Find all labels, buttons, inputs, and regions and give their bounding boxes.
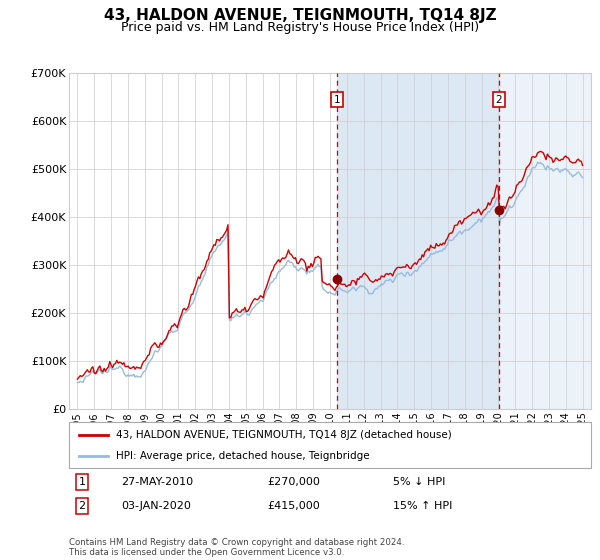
Text: £270,000: £270,000 <box>268 477 320 487</box>
Text: 5% ↓ HPI: 5% ↓ HPI <box>392 477 445 487</box>
Text: 2: 2 <box>496 95 502 105</box>
Text: Price paid vs. HM Land Registry's House Price Index (HPI): Price paid vs. HM Land Registry's House … <box>121 21 479 34</box>
Text: Contains HM Land Registry data © Crown copyright and database right 2024.
This d: Contains HM Land Registry data © Crown c… <box>69 538 404 557</box>
Text: 03-JAN-2020: 03-JAN-2020 <box>121 501 191 511</box>
Text: 1: 1 <box>79 477 86 487</box>
Bar <box>337 73 499 409</box>
Text: 27-MAY-2010: 27-MAY-2010 <box>121 477 193 487</box>
Text: HPI: Average price, detached house, Teignbridge: HPI: Average price, detached house, Teig… <box>116 451 370 461</box>
FancyBboxPatch shape <box>69 422 591 468</box>
Bar <box>499 73 591 409</box>
Text: 43, HALDON AVENUE, TEIGNMOUTH, TQ14 8JZ: 43, HALDON AVENUE, TEIGNMOUTH, TQ14 8JZ <box>104 8 496 24</box>
Text: 43, HALDON AVENUE, TEIGNMOUTH, TQ14 8JZ (detached house): 43, HALDON AVENUE, TEIGNMOUTH, TQ14 8JZ … <box>116 430 452 440</box>
Text: 1: 1 <box>334 95 340 105</box>
Text: 2: 2 <box>79 501 86 511</box>
Text: £415,000: £415,000 <box>268 501 320 511</box>
Text: 15% ↑ HPI: 15% ↑ HPI <box>392 501 452 511</box>
